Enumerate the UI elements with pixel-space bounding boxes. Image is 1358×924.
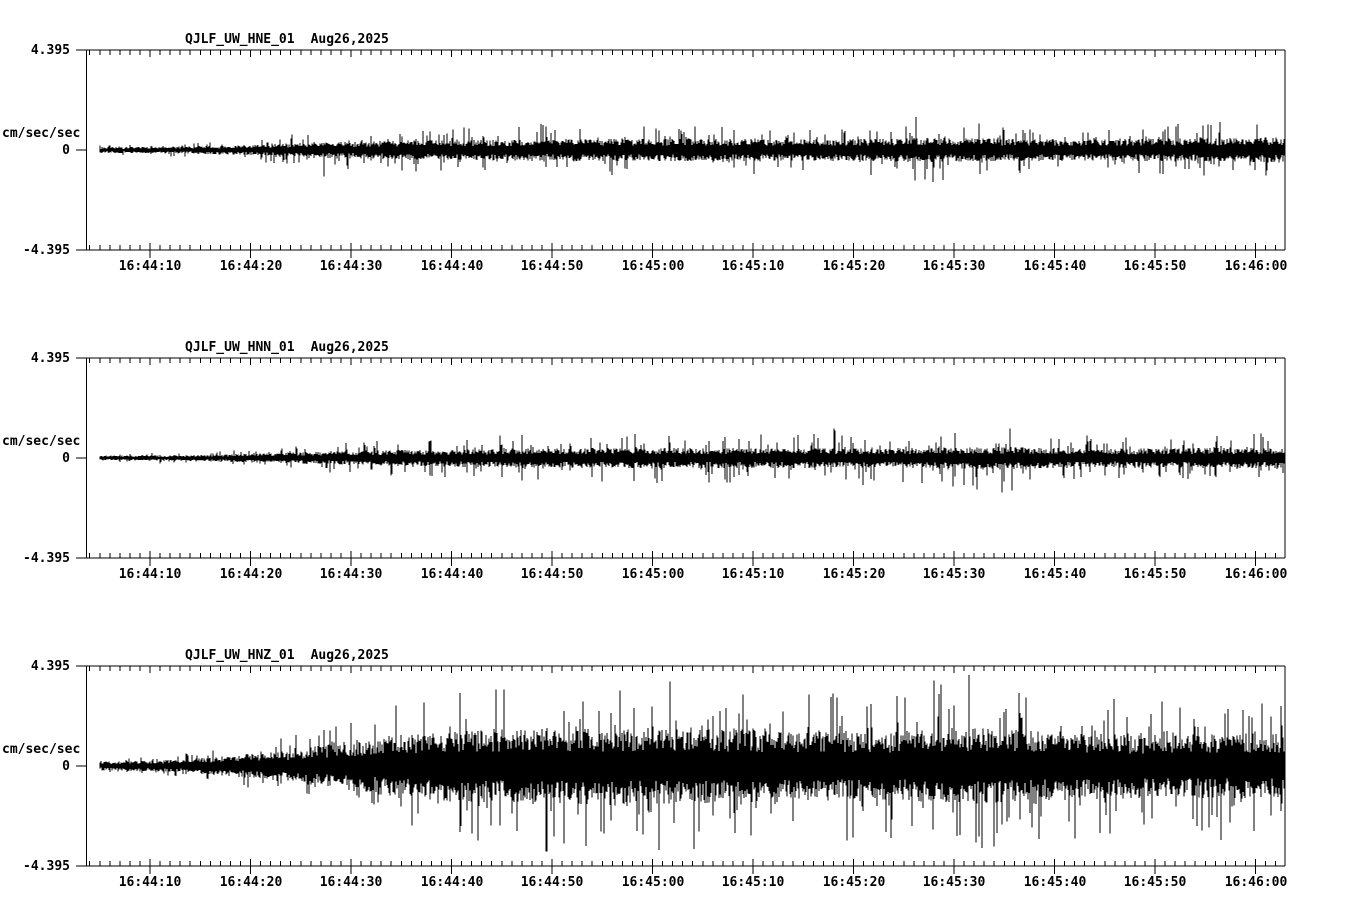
y-axis-zero-label: 0 (62, 451, 70, 466)
station-channel-label: QJLF_UW_HNE_01 (185, 32, 295, 47)
time-tick-label: 16:44:40 (420, 259, 484, 274)
time-tick-label: 16:45:00 (621, 567, 685, 582)
y-axis-min-label: -4.395 (23, 243, 70, 258)
time-tick-label: 16:44:30 (319, 567, 383, 582)
waveform-svg (76, 665, 1286, 874)
time-tick-label: 16:45:10 (721, 259, 785, 274)
time-tick-label: 16:45:30 (922, 259, 986, 274)
time-tick-label: 16:44:30 (319, 875, 383, 890)
waveform-trace (99, 117, 1285, 183)
time-tick-label: 16:44:30 (319, 259, 383, 274)
time-tick-label: 16:45:00 (621, 875, 685, 890)
panel-title: QJLF_UW_HNE_01 Aug26,2025 (185, 33, 389, 47)
time-tick-label: 16:45:20 (822, 875, 886, 890)
time-tick-label: 16:44:50 (520, 875, 584, 890)
y-axis-min-label: -4.395 (23, 551, 70, 566)
time-tick-label: 16:45:40 (1023, 567, 1087, 582)
plot-frame (76, 665, 1286, 874)
trace-panel: QJLF_UW_HNE_01 Aug26,2025 4.395 0 -4.395 cm/s… (0, 0, 1358, 308)
time-tick-label: 16:45:20 (822, 567, 886, 582)
waveform-trace (99, 675, 1285, 852)
time-tick-label: 16:45:10 (721, 875, 785, 890)
y-axis-max-label: 4.395 (30, 659, 70, 674)
trace-panel: QJLF_UW_HNN_01 Aug26,2025 4.395 0 -4.395 cm/s… (0, 308, 1358, 616)
amplitude-units-label: cm/sec/sec (2, 126, 81, 141)
time-tick-label: 16:44:10 (118, 567, 182, 582)
y-axis-min-label: -4.395 (23, 859, 70, 874)
station-channel-label: QJLF_UW_HNZ_01 (185, 648, 295, 663)
panel-title: QJLF_UW_HNZ_01 Aug26,2025 (185, 649, 389, 663)
time-tick-label: 16:45:20 (822, 259, 886, 274)
y-axis-zero-label: 0 (62, 759, 70, 774)
time-tick-label: 16:45:40 (1023, 259, 1087, 274)
date-label: Aug26,2025 (310, 32, 389, 47)
amplitude-units-label: cm/sec/sec (2, 434, 81, 449)
time-tick-label: 16:45:10 (721, 567, 785, 582)
date-label: Aug26,2025 (310, 648, 389, 663)
y-axis-zero-label: 0 (62, 143, 70, 158)
waveform-svg (76, 49, 1286, 258)
time-tick-label: 16:45:50 (1123, 259, 1187, 274)
time-tick-label: 16:45:50 (1123, 875, 1187, 890)
plot-frame (76, 357, 1286, 566)
time-tick-label: 16:45:40 (1023, 875, 1087, 890)
trace-panel: QJLF_UW_HNZ_01 Aug26,2025 4.395 0 -4.395 cm/s… (0, 616, 1358, 924)
time-tick-label: 16:46:00 (1224, 567, 1288, 582)
y-axis-max-label: 4.395 (30, 351, 70, 366)
panel-title: QJLF_UW_HNN_01 Aug26,2025 (185, 341, 389, 355)
time-tick-label: 16:44:40 (420, 567, 484, 582)
time-tick-label: 16:44:20 (219, 259, 283, 274)
time-tick-label: 16:44:40 (420, 875, 484, 890)
amplitude-units-label: cm/sec/sec (2, 742, 81, 757)
time-tick-label: 16:44:20 (219, 875, 283, 890)
time-tick-label: 16:44:10 (118, 875, 182, 890)
time-tick-label: 16:46:00 (1224, 875, 1288, 890)
waveform-trace (99, 428, 1285, 493)
time-tick-label: 16:45:30 (922, 875, 986, 890)
station-channel-label: QJLF_UW_HNN_01 (185, 340, 295, 355)
time-tick-label: 16:44:50 (520, 259, 584, 274)
time-tick-label: 16:46:00 (1224, 259, 1288, 274)
time-tick-label: 16:45:50 (1123, 567, 1187, 582)
plot-frame (76, 49, 1286, 258)
waveform-svg (76, 357, 1286, 566)
time-tick-label: 16:44:10 (118, 259, 182, 274)
date-label: Aug26,2025 (310, 340, 389, 355)
time-tick-label: 16:44:20 (219, 567, 283, 582)
time-tick-label: 16:45:00 (621, 259, 685, 274)
time-tick-label: 16:44:50 (520, 567, 584, 582)
time-tick-label: 16:45:30 (922, 567, 986, 582)
y-axis-max-label: 4.395 (30, 43, 70, 58)
